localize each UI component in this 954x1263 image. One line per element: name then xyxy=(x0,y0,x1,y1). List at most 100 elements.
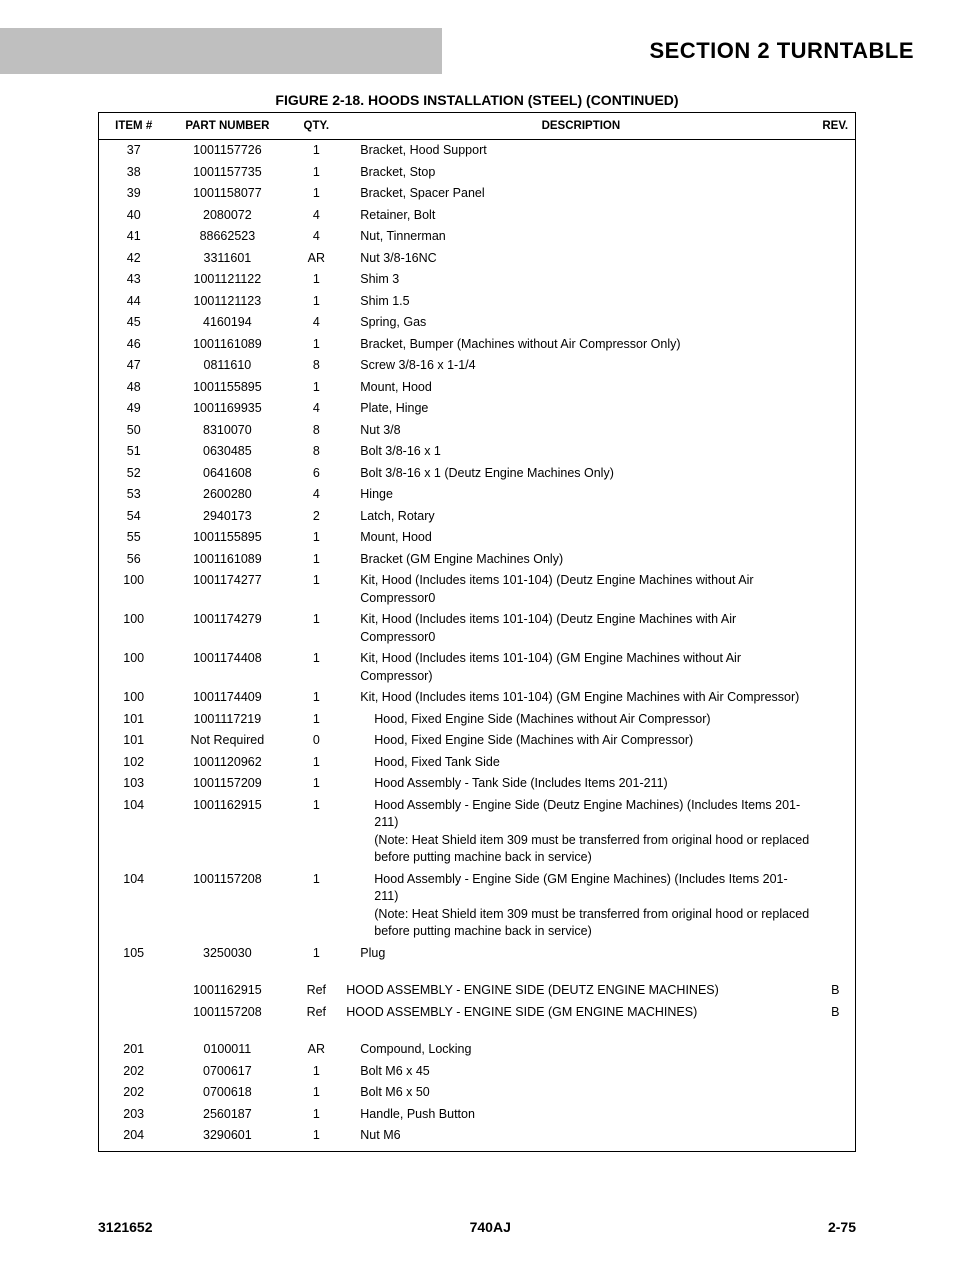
cell-qty: 1 xyxy=(286,1082,346,1104)
cell-rev: B xyxy=(815,1002,855,1024)
cell-rev xyxy=(815,248,855,270)
cell-part: 88662523 xyxy=(168,226,286,248)
cell-item: 202 xyxy=(99,1061,169,1083)
cell-desc: Bracket, Bumper (Machines without Air Co… xyxy=(346,334,815,356)
cell-rev xyxy=(815,570,855,609)
cell-item: 101 xyxy=(99,709,169,731)
table-body: 3710011577261Bracket, Hood Support381001… xyxy=(99,140,856,1152)
table-row: 4541601944Spring, Gas xyxy=(99,312,856,334)
figure-title: FIGURE 2-18. HOODS INSTALLATION (STEEL) … xyxy=(0,92,954,108)
cell-item: 41 xyxy=(99,226,169,248)
cell-qty: 1 xyxy=(286,1104,346,1126)
cell-part: 1001120962 xyxy=(168,752,286,774)
cell-part: 1001155895 xyxy=(168,527,286,549)
table-row: 5206416086Bolt 3/8-16 x 1 (Deutz Engine … xyxy=(99,463,856,485)
cell-qty: 1 xyxy=(286,752,346,774)
cell-rev xyxy=(815,398,855,420)
cell-rev xyxy=(815,1082,855,1104)
cell-rev xyxy=(815,484,855,506)
cell-rev xyxy=(815,1104,855,1126)
cell-item: 101 xyxy=(99,730,169,752)
cell-rev xyxy=(815,1061,855,1083)
table-row: 1001157208RefHOOD ASSEMBLY - ENGINE SIDE… xyxy=(99,1002,856,1024)
cell-qty: 1 xyxy=(286,869,346,943)
cell-desc: Handle, Push Button xyxy=(346,1104,815,1126)
cell-item: 104 xyxy=(99,869,169,943)
cell-desc: Nut M6 xyxy=(346,1125,815,1151)
cell-qty: 1 xyxy=(286,140,346,162)
cell-part: 2940173 xyxy=(168,506,286,528)
table-row: 3710011577261Bracket, Hood Support xyxy=(99,140,856,162)
cell-qty: Ref xyxy=(286,980,346,1002)
cell-rev xyxy=(815,140,855,162)
header-part: PART NUMBER xyxy=(168,113,286,140)
cell-part: 0811610 xyxy=(168,355,286,377)
table-row: 5083100708Nut 3/8 xyxy=(99,420,856,442)
cell-desc: Hood Assembly - Engine Side (Deutz Engin… xyxy=(346,795,815,869)
cell-part: 1001155895 xyxy=(168,377,286,399)
cell-part: 0700618 xyxy=(168,1082,286,1104)
cell-part: 0630485 xyxy=(168,441,286,463)
blank-cell xyxy=(346,964,815,980)
cell-qty: 0 xyxy=(286,730,346,752)
table-row: 10010011742771Kit, Hood (Includes items … xyxy=(99,570,856,609)
cell-desc: Nut 3/8-16NC xyxy=(346,248,815,270)
section-title: SECTION 2 TURNTABLE xyxy=(442,28,954,74)
cell-desc: Hood Assembly - Engine Side (GM Engine M… xyxy=(346,869,815,943)
cell-part: 1001161089 xyxy=(168,334,286,356)
cell-item xyxy=(99,1002,169,1024)
table-row: 4910011699354Plate, Hinge xyxy=(99,398,856,420)
cell-rev xyxy=(815,291,855,313)
cell-desc: Nut 3/8 xyxy=(346,420,815,442)
cell-desc: Kit, Hood (Includes items 101-104) (GM E… xyxy=(346,648,815,687)
cell-qty: 4 xyxy=(286,312,346,334)
cell-qty: 1 xyxy=(286,162,346,184)
cell-qty: 1 xyxy=(286,291,346,313)
cell-part: 8310070 xyxy=(168,420,286,442)
table-row: 5106304858Bolt 3/8-16 x 1 xyxy=(99,441,856,463)
table-row: 101Not Required0Hood, Fixed Engine Side … xyxy=(99,730,856,752)
table-row: 4610011610891Bracket, Bumper (Machines w… xyxy=(99,334,856,356)
cell-item: 100 xyxy=(99,687,169,709)
table-row xyxy=(99,964,856,980)
table-row: 4310011211221Shim 3 xyxy=(99,269,856,291)
cell-part: 1001157208 xyxy=(168,1002,286,1024)
cell-qty: 8 xyxy=(286,420,346,442)
cell-qty: 8 xyxy=(286,355,346,377)
parts-table: ITEM # PART NUMBER QTY. DESCRIPTION REV.… xyxy=(98,112,856,1152)
cell-qty: AR xyxy=(286,1039,346,1061)
table-row: 20207006181Bolt M6 x 50 xyxy=(99,1082,856,1104)
cell-rev xyxy=(815,1039,855,1061)
blank-cell xyxy=(815,1023,855,1039)
table-row: 5326002804Hinge xyxy=(99,484,856,506)
cell-part: 1001162915 xyxy=(168,795,286,869)
cell-desc: Shim 1.5 xyxy=(346,291,815,313)
cell-item: 105 xyxy=(99,943,169,965)
table-row: 2010100011ARCompound, Locking xyxy=(99,1039,856,1061)
cell-desc: Hood Assembly - Tank Side (Includes Item… xyxy=(346,773,815,795)
cell-desc: Shim 3 xyxy=(346,269,815,291)
cell-rev xyxy=(815,334,855,356)
blank-cell xyxy=(286,1023,346,1039)
cell-desc: Retainer, Bolt xyxy=(346,205,815,227)
cell-qty: 1 xyxy=(286,570,346,609)
cell-qty: 1 xyxy=(286,609,346,648)
cell-qty: 4 xyxy=(286,398,346,420)
header-grey-block xyxy=(0,28,442,74)
cell-rev xyxy=(815,609,855,648)
cell-item: 52 xyxy=(99,463,169,485)
cell-qty: Ref xyxy=(286,1002,346,1024)
cell-rev xyxy=(815,752,855,774)
table-row: 3810011577351Bracket, Stop xyxy=(99,162,856,184)
cell-qty: 1 xyxy=(286,943,346,965)
blank-cell xyxy=(168,1023,286,1039)
table-row: 4810011558951Mount, Hood xyxy=(99,377,856,399)
cell-item: 103 xyxy=(99,773,169,795)
cell-part: 2080072 xyxy=(168,205,286,227)
cell-rev xyxy=(815,420,855,442)
cell-qty: AR xyxy=(286,248,346,270)
header-item: ITEM # xyxy=(99,113,169,140)
cell-desc: Mount, Hood xyxy=(346,377,815,399)
cell-qty: 1 xyxy=(286,549,346,571)
cell-item: 47 xyxy=(99,355,169,377)
